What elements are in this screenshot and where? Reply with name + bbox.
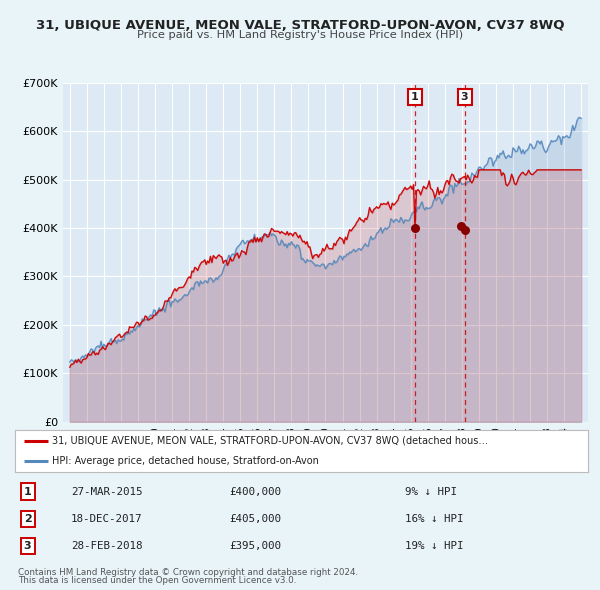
Text: 27-MAR-2015: 27-MAR-2015 bbox=[71, 487, 142, 497]
Text: 3: 3 bbox=[461, 92, 469, 102]
Text: Contains HM Land Registry data © Crown copyright and database right 2024.: Contains HM Land Registry data © Crown c… bbox=[18, 568, 358, 577]
Text: 16% ↓ HPI: 16% ↓ HPI bbox=[404, 514, 463, 524]
Text: Price paid vs. HM Land Registry's House Price Index (HPI): Price paid vs. HM Land Registry's House … bbox=[137, 30, 463, 40]
Text: £400,000: £400,000 bbox=[230, 487, 281, 497]
Text: 3: 3 bbox=[24, 541, 31, 551]
Text: 1: 1 bbox=[411, 92, 419, 102]
Text: 31, UBIQUE AVENUE, MEON VALE, STRATFORD-UPON-AVON, CV37 8WQ: 31, UBIQUE AVENUE, MEON VALE, STRATFORD-… bbox=[36, 19, 564, 32]
Text: £395,000: £395,000 bbox=[230, 541, 281, 551]
Text: HPI: Average price, detached house, Stratford-on-Avon: HPI: Average price, detached house, Stra… bbox=[52, 455, 319, 466]
Text: 2: 2 bbox=[24, 514, 31, 524]
Text: 18-DEC-2017: 18-DEC-2017 bbox=[71, 514, 142, 524]
Text: 9% ↓ HPI: 9% ↓ HPI bbox=[404, 487, 457, 497]
Text: 1: 1 bbox=[24, 487, 31, 497]
Text: 19% ↓ HPI: 19% ↓ HPI bbox=[404, 541, 463, 551]
Text: £405,000: £405,000 bbox=[230, 514, 281, 524]
Text: This data is licensed under the Open Government Licence v3.0.: This data is licensed under the Open Gov… bbox=[18, 576, 296, 585]
Text: 31, UBIQUE AVENUE, MEON VALE, STRATFORD-UPON-AVON, CV37 8WQ (detached hous…: 31, UBIQUE AVENUE, MEON VALE, STRATFORD-… bbox=[52, 436, 488, 446]
Text: 28-FEB-2018: 28-FEB-2018 bbox=[71, 541, 142, 551]
